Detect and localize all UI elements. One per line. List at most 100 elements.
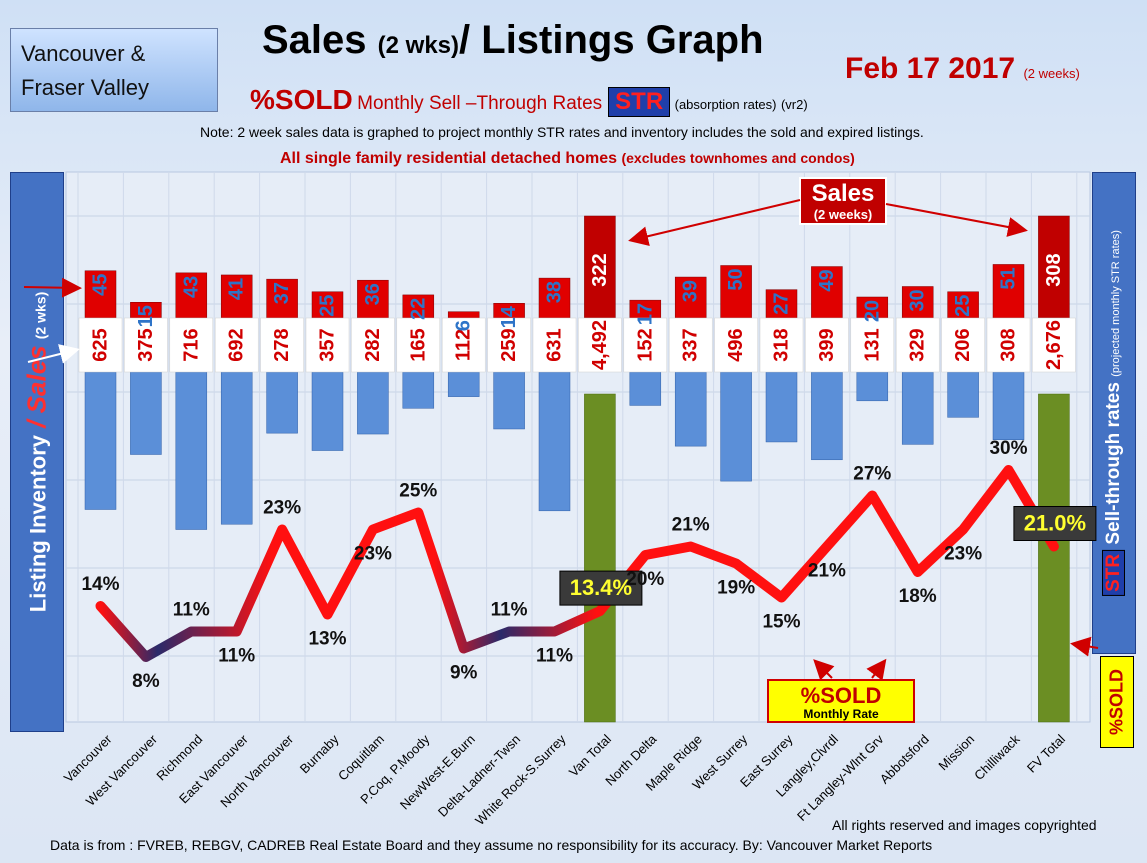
sales-bar xyxy=(447,311,480,319)
inventory-label-box xyxy=(351,317,395,373)
note-detached-paren: (excludes townhomes and condos) xyxy=(621,150,855,166)
sales-label: 15 xyxy=(135,305,157,327)
sales-label: 38 xyxy=(544,281,566,303)
sales-bar xyxy=(357,279,389,319)
inventory-label: 4,492 xyxy=(589,320,611,370)
str-label: 14% xyxy=(81,574,119,595)
title-paren: (2 wks) xyxy=(377,32,460,59)
str-line xyxy=(95,465,1059,662)
inventory-label-box xyxy=(441,317,486,373)
right-str-arrow xyxy=(1070,636,1099,657)
sales-callout-arrow-right xyxy=(885,203,1028,237)
category-label: Chilliwack xyxy=(971,731,1023,783)
inventory-label-box xyxy=(714,317,758,373)
inventory-label-box xyxy=(805,317,849,373)
sales-label: 39 xyxy=(680,280,702,302)
str-label: 11% xyxy=(173,600,210,621)
inventory-label-box xyxy=(396,317,441,373)
sales-bar xyxy=(175,272,208,319)
inventory-label: 278 xyxy=(271,328,293,361)
title-main: Sales xyxy=(262,18,378,62)
inventory-bar xyxy=(447,371,480,397)
sales-label: 6 xyxy=(453,320,475,331)
plot-area xyxy=(65,171,1091,723)
str-label: 23% xyxy=(354,544,392,565)
inventory-bar xyxy=(220,371,253,525)
str-label: 21% xyxy=(808,561,846,582)
sales-label: 322 xyxy=(589,253,611,286)
report-date: Feb 17 2017 (2 weeks) xyxy=(845,52,1080,86)
subtitle-sold: %SOLD xyxy=(250,84,353,115)
sold-callout-sub: Monthly Rate xyxy=(803,707,879,721)
inventory-label: 337 xyxy=(680,328,702,361)
str-label: 23% xyxy=(944,544,982,565)
str-label: 25% xyxy=(399,481,437,502)
sales-bar xyxy=(901,286,934,319)
str-labels: 14% 8% 11% 11% 23% 13% 23% 25% 9% 11% 11% 13.4%20% 2… xyxy=(81,438,1097,692)
sales-bar xyxy=(720,265,752,319)
sales-bar xyxy=(1038,215,1070,319)
inventory-label: 375 xyxy=(135,328,157,361)
sold-callout-arrow-left xyxy=(813,659,835,681)
sales-bar xyxy=(266,278,298,319)
inventory-bar xyxy=(175,371,208,530)
sales-bar xyxy=(992,264,1025,319)
inventory-label: 282 xyxy=(362,328,384,361)
sales-label: 27 xyxy=(771,293,793,315)
inventory-label: 165 xyxy=(407,328,429,361)
total-bar xyxy=(584,393,616,723)
str-label: 11% xyxy=(218,646,255,667)
inventory-bar xyxy=(311,371,344,451)
region-line-1: Vancouver & xyxy=(21,41,146,66)
category-label: White Rock-S.Surrey xyxy=(472,731,569,828)
inventory-label-box xyxy=(1032,317,1076,373)
sold-callout-title: %SOLD xyxy=(801,683,882,708)
sales-label: 41 xyxy=(226,278,248,300)
inventory-bar xyxy=(629,371,662,406)
inventory-label-box xyxy=(260,317,304,373)
inventory-label: 496 xyxy=(725,328,747,361)
inventory-label-box xyxy=(895,317,940,373)
inventory-bar xyxy=(493,371,525,430)
category-label: Ft Langley-Wlnt Grv xyxy=(794,731,887,824)
str-total-label: 21.0% xyxy=(1024,511,1086,536)
inventory-bar xyxy=(266,371,298,434)
sales-label: 37 xyxy=(271,282,293,304)
subtitle-version: (vr2) xyxy=(780,97,808,112)
str-total-label: 13.4% xyxy=(570,575,632,600)
sales-label: 17 xyxy=(634,303,656,325)
str-label: 20% xyxy=(626,569,664,590)
chart-title: Sales (2 wks)/ Listings Graph xyxy=(262,18,764,63)
note-text: Note: 2 week sales data is graphed to pr… xyxy=(200,124,924,140)
inventory-bar xyxy=(856,371,889,402)
sales-label: 43 xyxy=(180,276,202,298)
inventory-bar xyxy=(765,371,798,443)
inventory-bar xyxy=(538,371,571,512)
str-label: 21% xyxy=(672,515,710,536)
sales-callout-sub: (2 weeks) xyxy=(814,207,873,222)
sales-label: 25 xyxy=(317,295,339,317)
category-label: Burnaby xyxy=(297,731,342,776)
inventory-labels: 625 375 716 692 278 357 282 165 112 259 631 4,492 15… xyxy=(78,317,1076,373)
grid-lines xyxy=(65,171,1091,723)
inventory-label-box xyxy=(759,317,804,373)
str-label: 11% xyxy=(491,600,528,621)
rights-footer: All rights reserved and images copyright… xyxy=(832,817,1097,833)
source-footer: Data is from : FVREB, REBGV, CADREB Real… xyxy=(50,837,933,853)
region-line-2: Fraser Valley xyxy=(21,75,149,100)
sales-label: 45 xyxy=(90,274,112,296)
left-axis-panel: Listing Inventory / Sales (2 wks) xyxy=(10,172,64,732)
sales-label: 49 xyxy=(816,269,838,291)
inventory-label-box xyxy=(532,317,577,373)
category-label: Abbotsford xyxy=(877,732,932,787)
inventory-bar xyxy=(674,371,707,447)
inventory-label-box xyxy=(214,317,259,373)
inventory-label: 131 xyxy=(861,328,883,361)
str-label: 18% xyxy=(899,586,937,607)
bars xyxy=(84,215,1070,723)
str-label: 19% xyxy=(717,578,755,599)
sales-label: 50 xyxy=(725,268,747,290)
